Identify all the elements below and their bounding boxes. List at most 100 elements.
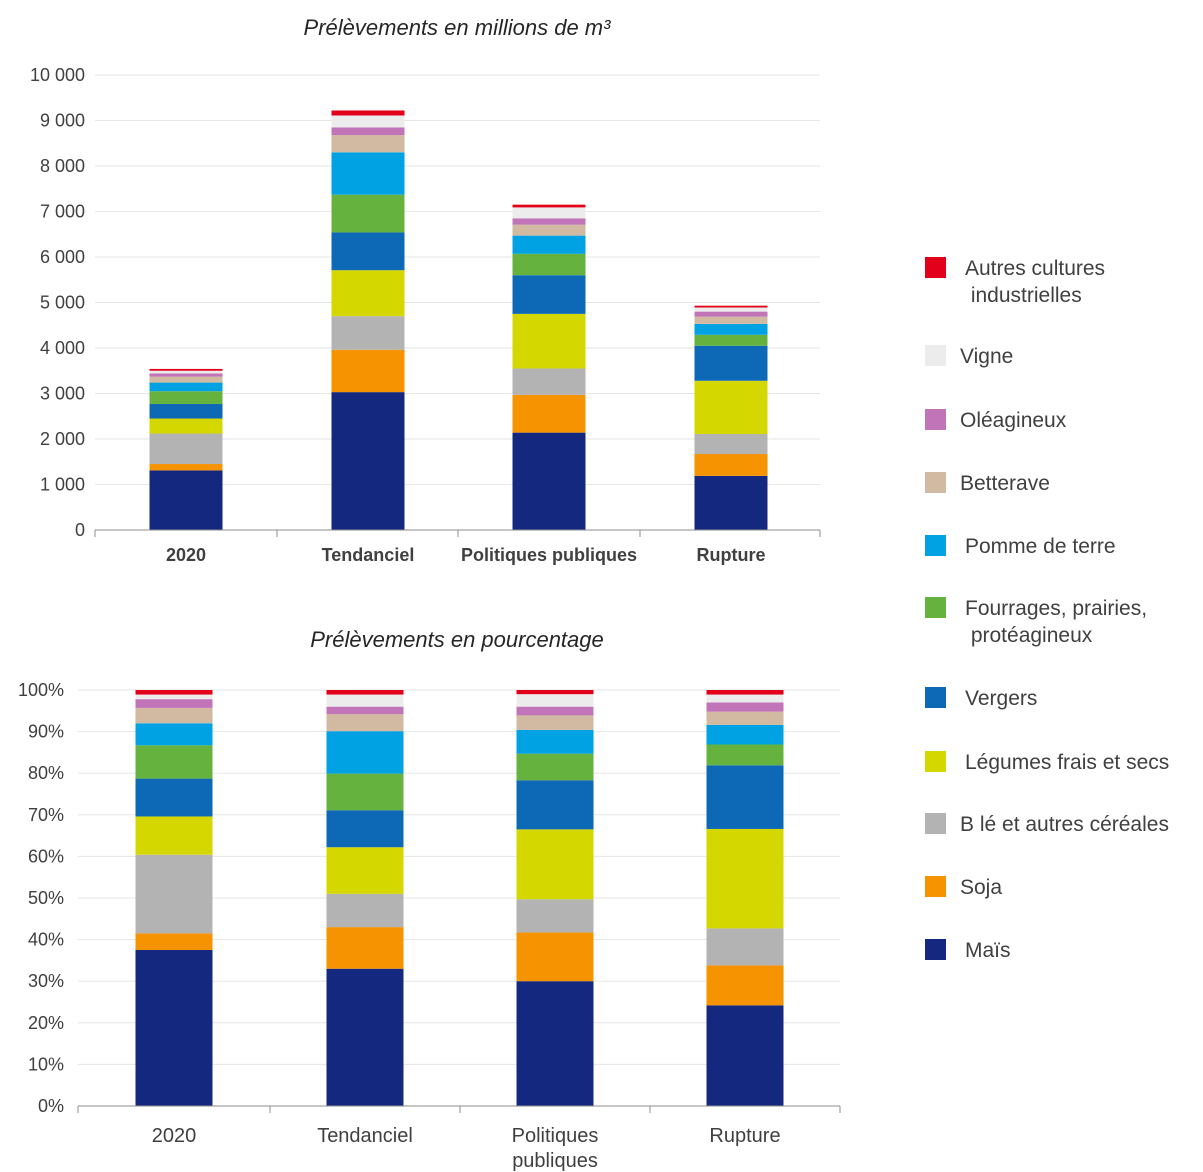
bar-segment-betterave-tendanciel — [331, 135, 405, 153]
bar-segment-pomme-de-terre-rupture — [706, 724, 784, 745]
y-tick-label: 10 000 — [30, 65, 85, 85]
legend-label: Légumes frais et secs — [965, 751, 1169, 774]
bar-segment-oleagineux-2020 — [135, 699, 213, 708]
y-tick-label: 0% — [38, 1096, 64, 1116]
y-tick-label: 60% — [28, 846, 64, 866]
bar-segment-mais-rupture — [694, 475, 768, 530]
legend-label: Vergers — [965, 687, 1037, 710]
legend-swatch — [925, 345, 946, 366]
legend-swatch — [925, 409, 946, 430]
bar-segment-soja-politiques-publiques — [512, 394, 586, 433]
bar-segment-fourrages-prairies-proteagineux-tendanciel — [331, 194, 405, 233]
bar-segment-ble-et-autres-cereales-2020 — [135, 854, 213, 934]
legend-item-pomme-de-terre: Pomme de terre — [925, 535, 1116, 558]
legend-item-b-le-et-autres-cereales: B lé et autres céréales — [925, 813, 1169, 836]
y-tick-label: 9 000 — [40, 111, 85, 131]
chart-percentage: Prélèvements en pourcentage 0% 10% 20% 30% 4… — [18, 627, 841, 1172]
bar-segment-pomme-de-terre-tendanciel — [331, 152, 405, 195]
y-tick-label: 20% — [28, 1013, 64, 1033]
bar-segment-vergers-tendanciel — [331, 232, 405, 271]
bar-segment-autres-cultures-industrielles-tendanciel — [331, 110, 405, 116]
bar-segment-pomme-de-terre-politiques-publiques — [512, 235, 586, 254]
chart-absolute: Prélèvements en millions de m³ 0 1 000 2 0… — [30, 15, 821, 565]
y-tick-label: 4 000 — [40, 338, 85, 358]
bar-segment-autres-cultures-industrielles-politiques-publiques — [512, 204, 586, 208]
bar-segment-vergers-politiques-publiques — [516, 780, 594, 830]
bar-segment-vigne-tendanciel — [331, 115, 405, 128]
bar-segment-soja-politiques-publiques — [516, 932, 594, 982]
bar-segment-ble-et-autres-cereales-politiques-publiques — [512, 368, 586, 395]
x-category-label: Tendanciel — [317, 1125, 413, 1147]
bar-segment-vigne-2020 — [149, 370, 223, 374]
bar-segment-ble-et-autres-cereales-politiques-publiques — [516, 899, 594, 933]
bar-segment-ble-et-autres-cereales-tendanciel — [331, 316, 405, 350]
bar-segment-betterave-2020 — [135, 707, 213, 724]
legend-item-vigne: Vigne — [925, 345, 1013, 368]
bar-segment-pomme-de-terre-2020 — [149, 382, 223, 392]
legend-item-autres-cultures-industrielles: Autres cultures industrielles — [925, 257, 1105, 307]
bar-segment-soja-rupture — [694, 454, 768, 476]
bar-segment-fourrages-prairies-proteagineux-rupture — [694, 334, 768, 346]
bar-segment-legumes-frais-et-secs-2020 — [135, 816, 213, 855]
bar-segment-legumes-frais-et-secs-politiques-publiques — [512, 313, 586, 369]
y-tick-label: 5 000 — [40, 293, 85, 313]
legend-label: Maïs — [965, 939, 1011, 962]
legend: Autres cultures industrielles Vigne Oléagi… — [925, 257, 1169, 962]
bar-segment-autres-cultures-industrielles-politiques-publiques — [516, 690, 594, 695]
x-category-label: Politiques publiques — [512, 1125, 599, 1172]
y-tick-label: 3 000 — [40, 384, 85, 404]
bar-segment-vergers-2020 — [135, 778, 213, 817]
y-tick-label: 8 000 — [40, 156, 85, 176]
bar-segment-mais-2020 — [149, 470, 223, 530]
legend-label: Oléagineux — [960, 409, 1067, 432]
legend-swatch — [925, 751, 946, 772]
y-tick-label: 50% — [28, 888, 64, 908]
bar-segment-legumes-frais-et-secs-rupture — [706, 828, 784, 929]
bar-segment-oleagineux-tendanciel — [331, 127, 405, 136]
bar-segment-vigne-politiques-publiques — [516, 694, 594, 707]
bar-segment-vigne-rupture — [706, 694, 784, 703]
bar-segment-betterave-politiques-publiques — [516, 715, 594, 730]
legend-swatch — [925, 535, 946, 556]
bar-segment-oleagineux-2020 — [149, 373, 223, 377]
x-category-label: 2020 — [166, 545, 206, 565]
legend-item-oleagineux: Oléagineux — [925, 409, 1067, 432]
bar-segment-betterave-politiques-publiques — [512, 224, 586, 236]
legend-item-fourrages-prairies-proteagineux: Fourrages, prairies, protéagineux — [925, 597, 1147, 647]
bar-segment-vigne-2020 — [135, 694, 213, 700]
x-category-label: Politiques publiques — [461, 545, 637, 565]
bar-segment-mais-rupture — [706, 1005, 784, 1106]
y-tick-label: 30% — [28, 971, 64, 991]
bar-segment-vergers-politiques-publiques — [512, 275, 586, 314]
bar-segment-ble-et-autres-cereales-2020 — [149, 433, 223, 465]
bar-segment-legumes-frais-et-secs-rupture — [694, 380, 768, 434]
bar-segment-pomme-de-terre-2020 — [135, 723, 213, 746]
legend-label: Soja — [960, 876, 1002, 899]
bar-segment-pomme-de-terre-politiques-publiques — [516, 729, 594, 754]
bar-segment-vergers-rupture — [694, 345, 768, 381]
legend-label: Betterave — [960, 472, 1050, 495]
legend-swatch — [925, 687, 946, 708]
bar-segment-ble-et-autres-cereales-tendanciel — [326, 893, 404, 928]
bar-segment-oleagineux-politiques-publiques — [512, 218, 586, 225]
legend-item-mais: Maïs — [925, 939, 1011, 962]
bar-segment-soja-rupture — [706, 965, 784, 1006]
legend-item-betterave: Betterave — [925, 472, 1050, 495]
legend-swatch — [925, 813, 946, 834]
bar-segment-vergers-tendanciel — [326, 810, 404, 848]
bar-segment-legumes-frais-et-secs-2020 — [149, 418, 223, 434]
bar-segment-oleagineux-rupture — [694, 311, 768, 317]
legend-label: Autres cultures industrielles — [965, 257, 1105, 307]
x-category-label: 2020 — [152, 1125, 197, 1147]
y-tick-label: 40% — [28, 930, 64, 950]
bar-segment-legumes-frais-et-secs-tendanciel — [326, 847, 404, 894]
legend-swatch — [925, 257, 946, 278]
y-tick-label: 80% — [28, 763, 64, 783]
bar-segment-vigne-rupture — [694, 307, 768, 312]
bar-segment-oleagineux-politiques-publiques — [516, 706, 594, 716]
bar-segment-fourrages-prairies-proteagineux-2020 — [149, 391, 223, 404]
x-category-label: Tendanciel — [322, 545, 415, 565]
legend-label: Pomme de terre — [965, 535, 1116, 558]
chart-percentage-title: Prélèvements en pourcentage — [310, 627, 604, 652]
